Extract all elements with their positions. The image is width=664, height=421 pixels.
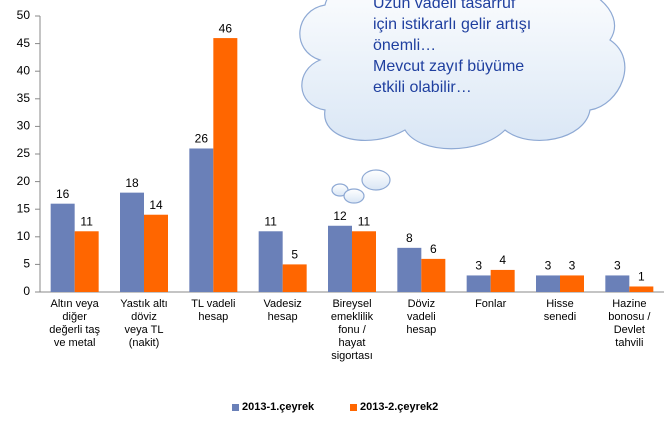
data-label: 14 (149, 198, 163, 212)
data-label: 11 (80, 214, 93, 228)
x-tick-label: Yastık altı döviz veya TL (nakit) (120, 298, 168, 349)
bar (629, 286, 654, 292)
data-label: 26 (195, 132, 209, 146)
y-tick-label: 40 (17, 63, 31, 77)
legend-label: 2013-1.çeyrek (242, 401, 315, 413)
x-tick-label: Vadesiz hesap (263, 298, 302, 323)
y-tick-label: 20 (17, 174, 31, 188)
bar (213, 38, 238, 292)
legend-swatch (232, 404, 239, 411)
data-label: 1 (638, 270, 645, 284)
data-label: 11 (264, 214, 277, 228)
bar (352, 231, 376, 292)
bar (536, 275, 560, 292)
legend-label: 2013-2.çeyrek2 (360, 401, 439, 413)
bar (258, 231, 283, 292)
bar (560, 275, 584, 292)
y-tick-label: 35 (17, 91, 31, 105)
data-label: 12 (333, 209, 347, 223)
x-tick-label: Hazine bonosu / Devlet tahvili (608, 298, 651, 349)
bar (144, 214, 168, 292)
data-label: 11 (358, 214, 371, 228)
data-label: 46 (219, 21, 233, 35)
data-label: 3 (475, 259, 482, 273)
x-tick-label: Döviz vadeli hesap (406, 298, 437, 336)
bar (328, 225, 352, 292)
legend-swatch (350, 404, 357, 411)
data-label: 5 (291, 248, 298, 262)
data-label: 3 (545, 259, 552, 273)
y-tick-label: 50 (17, 8, 31, 22)
data-label: 6 (430, 242, 437, 256)
y-tick-label: 15 (17, 201, 31, 215)
y-tick-label: 45 (17, 36, 31, 50)
y-tick-label: 25 (17, 146, 31, 160)
bar (605, 275, 630, 292)
bar (189, 148, 214, 292)
data-label: 3 (569, 259, 576, 273)
bar (490, 269, 515, 292)
y-tick-label: 0 (23, 284, 30, 298)
bar (466, 275, 491, 292)
x-tick-label: TL vadeli hesap (191, 298, 236, 323)
data-label: 16 (56, 187, 70, 201)
bar (120, 192, 144, 292)
bar (421, 258, 446, 292)
bar (282, 264, 307, 292)
x-tick-label: Altın veya diğer değerli taş ve metal (49, 298, 101, 349)
y-tick-label: 5 (23, 257, 30, 271)
bar (397, 247, 422, 292)
annotation: Uzun vadeli tasarruf için istikrarlı gel… (373, 0, 532, 96)
x-tick-label: Hisse senedi (543, 298, 577, 323)
bar (50, 203, 75, 292)
data-label: 3 (614, 259, 621, 273)
x-tick-label: Fonlar (475, 298, 507, 310)
x-tick-label: Bireysel emeklilik fonu / hayat sigortas… (330, 298, 374, 362)
data-label: 8 (406, 231, 413, 245)
data-label: 18 (125, 176, 139, 190)
bar (74, 231, 99, 292)
data-label: 4 (499, 253, 506, 267)
y-tick-label: 10 (17, 229, 31, 243)
y-tick-label: 30 (17, 119, 31, 133)
thought-cloud (299, 0, 626, 204)
